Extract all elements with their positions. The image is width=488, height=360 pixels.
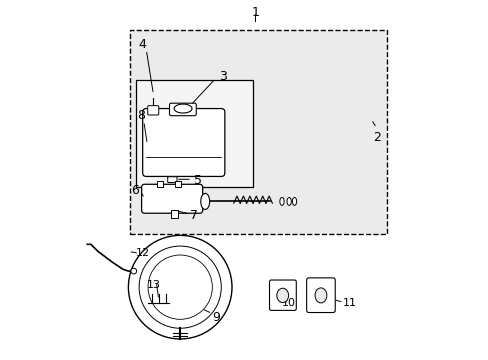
Text: 10: 10 xyxy=(282,298,296,308)
Text: 7: 7 xyxy=(190,209,198,222)
Ellipse shape xyxy=(279,198,284,205)
Ellipse shape xyxy=(314,288,326,303)
Text: 4: 4 xyxy=(139,38,146,51)
Ellipse shape xyxy=(276,288,288,302)
FancyBboxPatch shape xyxy=(269,280,296,310)
Ellipse shape xyxy=(201,193,209,210)
Bar xyxy=(130,30,386,234)
FancyBboxPatch shape xyxy=(147,106,159,115)
Text: 3: 3 xyxy=(219,70,226,83)
FancyBboxPatch shape xyxy=(169,103,196,116)
FancyBboxPatch shape xyxy=(142,184,203,213)
Text: 1: 1 xyxy=(251,6,259,19)
Bar xyxy=(175,181,181,187)
FancyBboxPatch shape xyxy=(142,109,224,176)
Text: 12: 12 xyxy=(135,248,149,258)
FancyBboxPatch shape xyxy=(306,278,335,312)
Bar xyxy=(157,181,163,187)
Text: 9: 9 xyxy=(212,311,220,324)
Text: 8: 8 xyxy=(137,109,144,122)
Ellipse shape xyxy=(292,198,296,205)
Text: 5: 5 xyxy=(194,174,202,186)
Circle shape xyxy=(131,268,136,274)
Text: 6: 6 xyxy=(131,184,139,197)
FancyBboxPatch shape xyxy=(167,177,177,183)
Text: 2: 2 xyxy=(372,131,380,144)
Ellipse shape xyxy=(286,198,291,205)
Bar xyxy=(135,80,253,187)
Text: 13: 13 xyxy=(146,280,160,291)
Text: 11: 11 xyxy=(342,298,356,308)
Bar xyxy=(171,210,177,217)
Circle shape xyxy=(128,235,231,339)
